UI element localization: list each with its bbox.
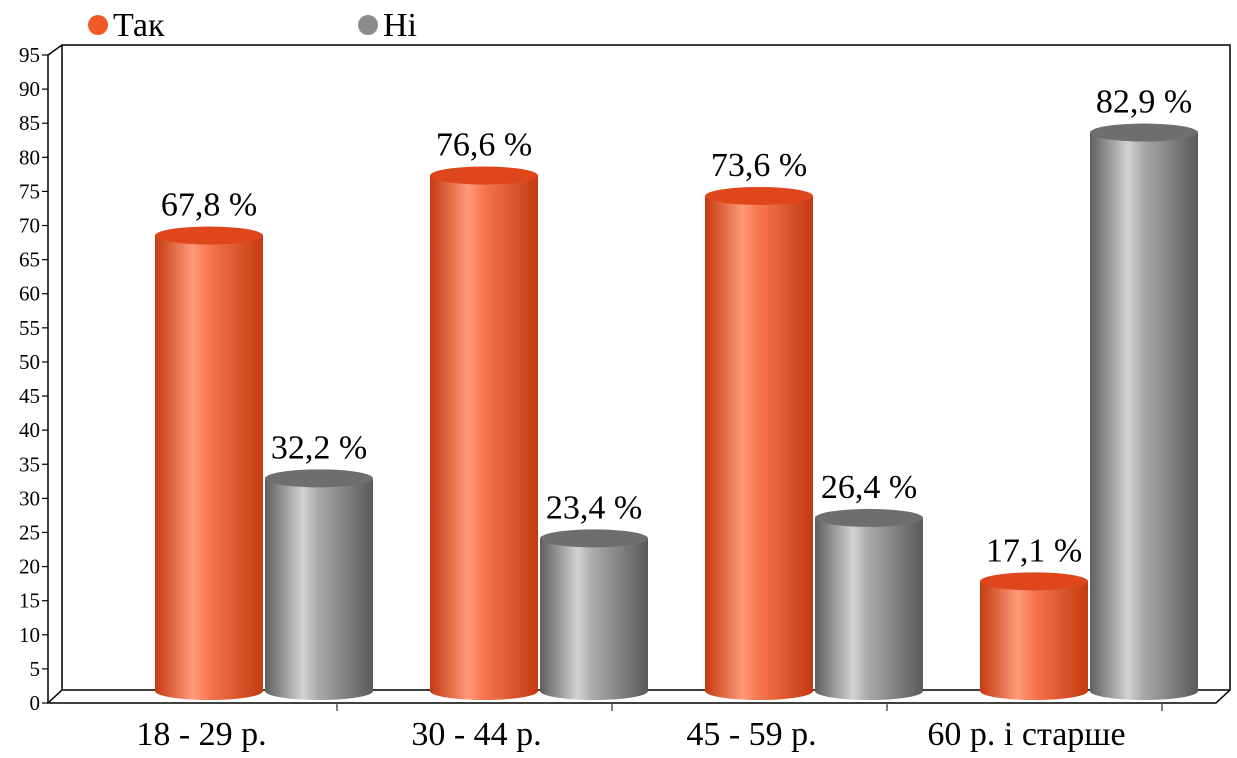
bar-cap — [815, 508, 923, 527]
y-tick-label: 50 — [19, 350, 40, 374]
y-tick-label: 20 — [19, 555, 40, 579]
bar-base — [705, 682, 813, 700]
legend-swatch-tak — [88, 15, 108, 35]
bar-base — [265, 682, 373, 700]
data-labels: 67,8 % 32,2 % 76,6 % 23,4 % 73,6 % 26,4 % 17,1… — [161, 84, 1192, 570]
bar-tak — [705, 186, 813, 700]
y-tick-label: 35 — [19, 452, 40, 476]
y-tick-label: 70 — [19, 214, 40, 238]
data-label: 26,4 % — [821, 469, 917, 506]
bar-base — [155, 682, 263, 700]
y-axis: 0 5 10 15 20 25 30 35 40 45 50 55 60 65 70 75 80 85 90 95 — [19, 43, 48, 715]
bar-cap — [540, 529, 648, 548]
y-tick-label: 5 — [30, 657, 41, 681]
legend-swatch-ni — [358, 15, 378, 35]
bars — [155, 123, 1198, 700]
bar-body — [265, 478, 373, 691]
bar-ni — [265, 469, 373, 700]
bar-cap — [980, 572, 1088, 591]
y-tick-label: 85 — [19, 111, 40, 135]
data-label: 32,2 % — [271, 429, 367, 466]
x-category-label: 60 р. і старше — [927, 716, 1125, 753]
y-tick-label: 10 — [19, 623, 40, 647]
y-tick-label: 60 — [19, 282, 40, 306]
bar-cap — [430, 166, 538, 185]
x-category-label: 30 - 44 р. — [411, 716, 541, 753]
bar-body — [815, 517, 923, 691]
legend-label-ni: Ні — [383, 7, 417, 44]
bar-base — [980, 682, 1088, 700]
bar-body — [430, 175, 538, 691]
bar-tak — [980, 572, 1088, 700]
y-tick-label: 80 — [19, 145, 40, 169]
y-tick-label: 65 — [19, 248, 40, 272]
bar-cap — [155, 226, 263, 245]
bar-body — [980, 581, 1088, 691]
y-tick-label: 15 — [19, 589, 40, 613]
bar-body — [540, 538, 648, 691]
bar-body — [1090, 132, 1198, 692]
legend: Так Ні — [88, 7, 417, 44]
bar-base — [540, 682, 648, 700]
bar-tak — [155, 226, 263, 700]
y-tick-label: 40 — [19, 418, 40, 442]
data-label: 67,8 % — [161, 187, 257, 224]
x-category-label: 45 - 59 р. — [686, 716, 816, 753]
y-tick-label: 25 — [19, 520, 40, 544]
bar-ni — [1090, 123, 1198, 700]
legend-item-ni: Ні — [358, 7, 417, 44]
data-label: 17,1 % — [986, 532, 1082, 569]
data-label: 82,9 % — [1096, 84, 1192, 121]
y-tick-label: 90 — [19, 77, 40, 101]
y-tick-label: 75 — [19, 179, 40, 203]
bar-cap — [1090, 123, 1198, 142]
bar-body — [705, 195, 813, 691]
bar-base — [815, 682, 923, 700]
data-label: 73,6 % — [711, 147, 807, 184]
bar-cap — [705, 186, 813, 205]
y-tick-label: 55 — [19, 316, 40, 340]
bar-ni — [815, 508, 923, 700]
y-tick-label: 0 — [30, 691, 41, 715]
bar-cap — [265, 469, 373, 488]
y-tick-label: 95 — [19, 43, 40, 67]
x-category-label: 18 - 29 р. — [136, 716, 266, 753]
data-label: 23,4 % — [546, 489, 642, 526]
bar-ni — [540, 529, 648, 700]
legend-item-tak: Так — [88, 7, 165, 44]
legend-label-tak: Так — [113, 7, 165, 44]
y-tick-label: 45 — [19, 384, 40, 408]
bar-tak — [430, 166, 538, 700]
bar-base — [430, 682, 538, 700]
bar-base — [1090, 682, 1198, 700]
x-axis: 18 - 29 р. 30 - 44 р. 45 - 59 р. 60 р. і ст… — [136, 704, 1163, 753]
bar-body — [155, 235, 263, 691]
data-label: 76,6 % — [436, 127, 532, 164]
y-tick-label: 30 — [19, 486, 40, 510]
